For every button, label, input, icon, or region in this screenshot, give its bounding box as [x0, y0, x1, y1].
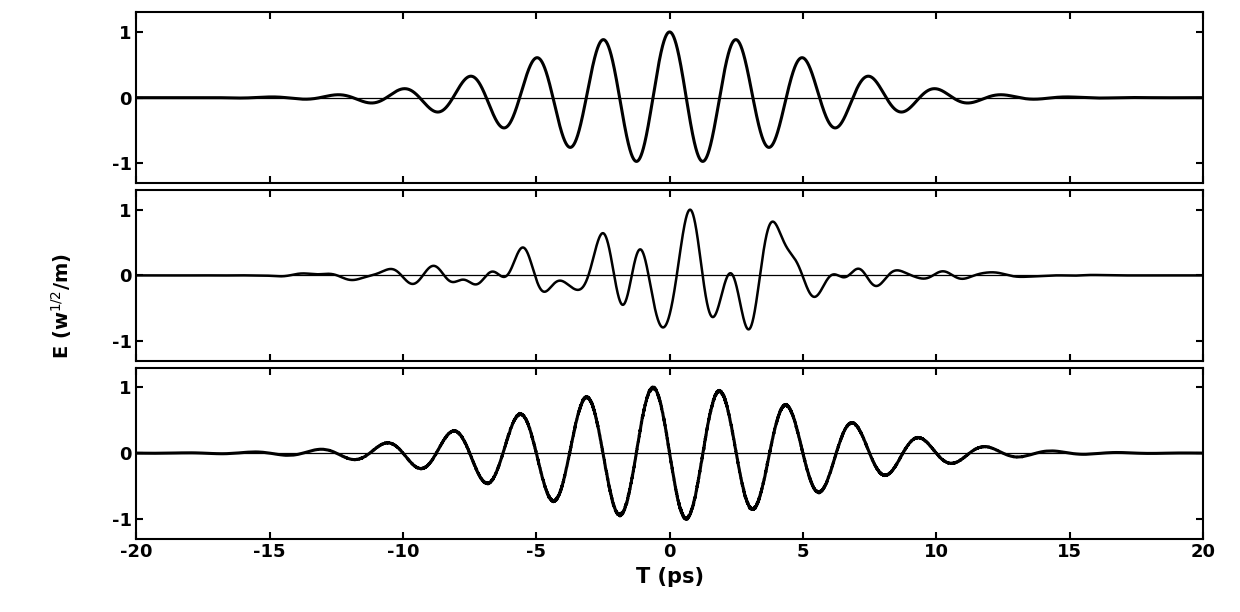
X-axis label: T (ps): T (ps): [636, 567, 703, 587]
Text: E (w$^{1/2}$/m): E (w$^{1/2}$/m): [50, 253, 74, 359]
